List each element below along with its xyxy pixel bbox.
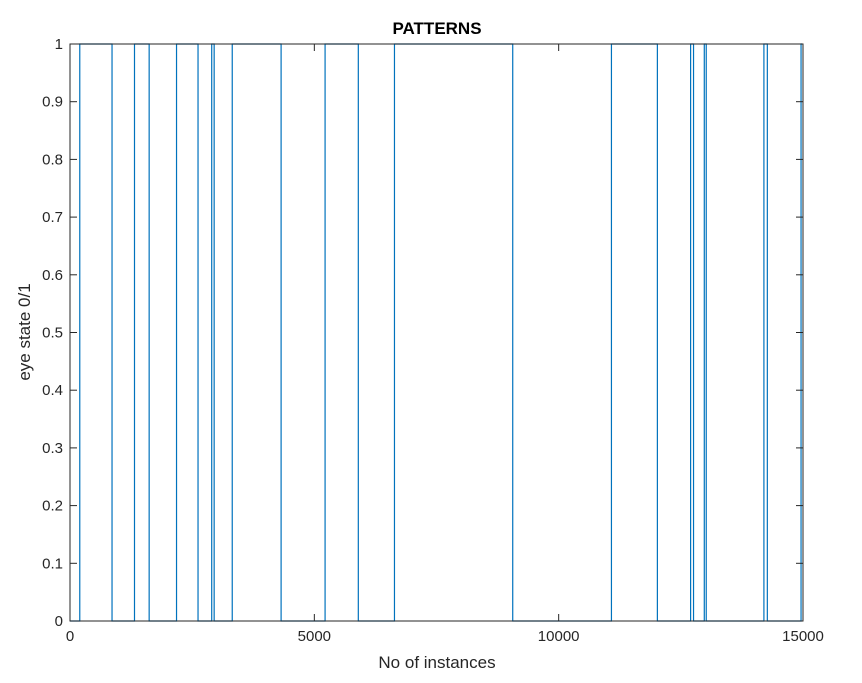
y-tick-label: 0.9	[42, 94, 63, 111]
y-tick-label: 0.6	[42, 267, 63, 284]
y-tick-label: 0.2	[42, 498, 63, 515]
chart-title: PATTERNS	[392, 19, 481, 38]
ticks-layer: 0 5000 10000 15000 0 0.1 0.2 0.3 0.4 0.5 0.6 0.7 0.8…	[42, 36, 824, 645]
x-tick-label: 10000	[538, 628, 580, 645]
axes-box	[69, 43, 804, 622]
y-tick-label: 0.7	[42, 209, 63, 226]
y-tick-label: 1	[55, 36, 63, 53]
plot-area	[70, 44, 803, 621]
y-tick-label: 0	[55, 613, 63, 630]
series-line-1	[70, 43, 803, 622]
x-tick-label: 0	[66, 628, 74, 645]
x-tick-label: 15000	[782, 628, 824, 645]
y-tick-label: 0.4	[42, 382, 63, 399]
y-axis-label: eye state 0/1	[15, 283, 34, 380]
y-tick-label: 0.8	[42, 151, 63, 168]
x-tick-label: 5000	[298, 628, 331, 645]
y-tick-label: 0.1	[42, 555, 63, 572]
x-axis-label: No of instances	[378, 653, 495, 672]
y-tick-label: 0.5	[42, 325, 63, 342]
series-layer	[70, 43, 803, 622]
y-tick-label: 0.3	[42, 440, 63, 457]
